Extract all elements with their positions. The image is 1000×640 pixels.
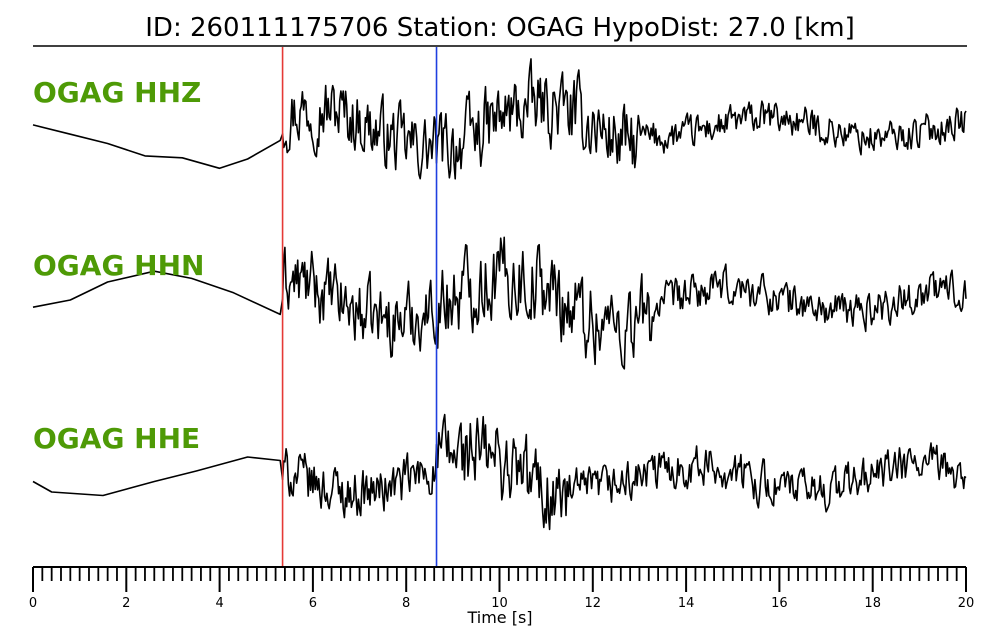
figure-title: ID: 260111175706 Station: OGAG HypoDist:… [145, 13, 854, 43]
x-tick-label: 16 [771, 596, 788, 611]
x-tick-label: 4 [215, 596, 223, 611]
time-axis: 0 2 4 6 8 10 12 14 16 18 20 [29, 566, 975, 611]
trace-group [32, 58, 967, 531]
channel-label-group: OGAG HHZ OGAG HHN OGAG HHE [33, 76, 205, 455]
x-tick-label: 12 [585, 596, 602, 611]
channel-label: OGAG HHE [33, 422, 200, 455]
trace-line [32, 413, 967, 531]
x-tick-label: 18 [864, 596, 881, 611]
channel-label: OGAG HHZ [33, 76, 201, 109]
x-tick-label: 20 [958, 596, 975, 611]
x-tick-label: 10 [491, 596, 508, 611]
x-tick-label: 2 [122, 596, 130, 611]
channel-label: OGAG HHN [33, 249, 205, 282]
x-tick-label: 8 [402, 596, 410, 611]
trace-line [32, 236, 967, 370]
x-tick-label: 0 [29, 596, 37, 611]
x-tick-label: 14 [678, 596, 695, 611]
x-axis-label: Time [s] [466, 608, 532, 627]
phase-marker-group [281, 47, 438, 567]
x-tick-label: 6 [309, 596, 317, 611]
trace-line [32, 58, 967, 180]
